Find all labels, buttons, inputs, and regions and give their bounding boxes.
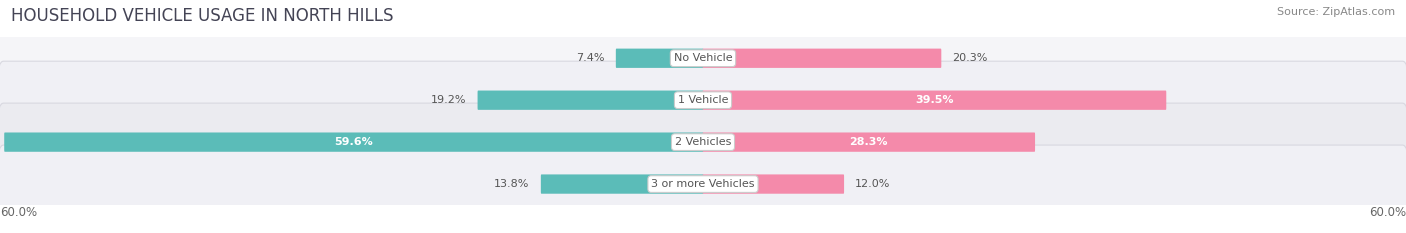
Text: 39.5%: 39.5% <box>915 95 953 105</box>
Text: 59.6%: 59.6% <box>335 137 373 147</box>
Text: 28.3%: 28.3% <box>849 137 889 147</box>
Text: 12.0%: 12.0% <box>855 179 890 189</box>
Text: 19.2%: 19.2% <box>430 95 467 105</box>
Text: 60.0%: 60.0% <box>1369 206 1406 219</box>
FancyBboxPatch shape <box>541 175 703 194</box>
Text: 3 or more Vehicles: 3 or more Vehicles <box>651 179 755 189</box>
Text: 1 Vehicle: 1 Vehicle <box>678 95 728 105</box>
Text: Source: ZipAtlas.com: Source: ZipAtlas.com <box>1277 7 1395 17</box>
FancyBboxPatch shape <box>0 61 1406 139</box>
FancyBboxPatch shape <box>703 133 1035 152</box>
FancyBboxPatch shape <box>703 175 844 194</box>
FancyBboxPatch shape <box>0 145 1406 223</box>
Text: 20.3%: 20.3% <box>953 53 988 63</box>
Text: HOUSEHOLD VEHICLE USAGE IN NORTH HILLS: HOUSEHOLD VEHICLE USAGE IN NORTH HILLS <box>11 7 394 25</box>
FancyBboxPatch shape <box>703 49 942 68</box>
FancyBboxPatch shape <box>0 19 1406 97</box>
FancyBboxPatch shape <box>478 91 703 110</box>
Text: 60.0%: 60.0% <box>0 206 37 219</box>
FancyBboxPatch shape <box>4 133 703 152</box>
FancyBboxPatch shape <box>0 103 1406 181</box>
Text: 7.4%: 7.4% <box>576 53 605 63</box>
FancyBboxPatch shape <box>703 91 1167 110</box>
Text: No Vehicle: No Vehicle <box>673 53 733 63</box>
FancyBboxPatch shape <box>616 49 703 68</box>
Text: 13.8%: 13.8% <box>495 179 530 189</box>
Text: 2 Vehicles: 2 Vehicles <box>675 137 731 147</box>
